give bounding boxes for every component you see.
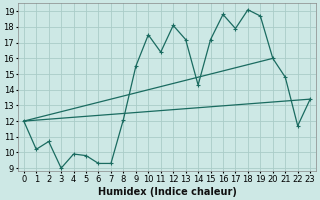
X-axis label: Humidex (Indice chaleur): Humidex (Indice chaleur) xyxy=(98,187,236,197)
